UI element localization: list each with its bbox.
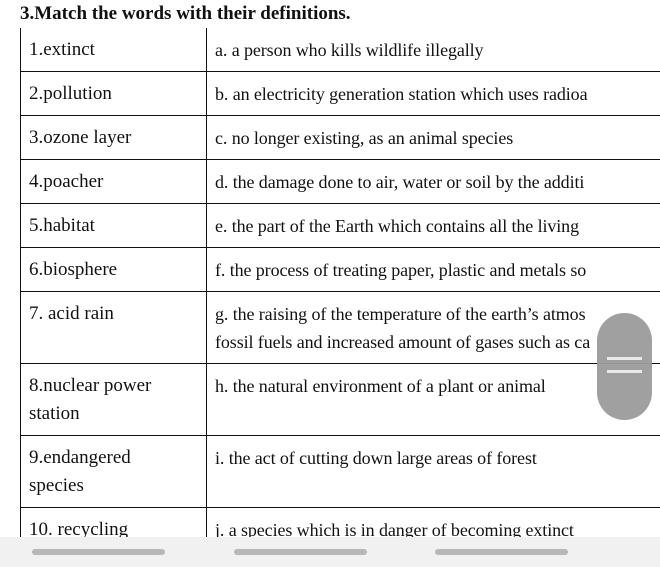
table-row: 9.endangered species i. the act of cutting…	[20, 436, 660, 508]
word-line: station	[29, 403, 80, 424]
table-row: 5.habitat e. the part of the Earth which …	[20, 204, 660, 248]
definition-cell: e. the part of the Earth which contains …	[215, 216, 579, 236]
word-cell: 3.ozone layer	[20, 116, 207, 159]
definition-cell: h. the natural environment of a plant or…	[215, 376, 546, 396]
table-row: 1.extinct a. a person who kills wildlife …	[20, 28, 660, 72]
word-cell: 1.extinct	[20, 28, 207, 71]
definition-cell: i. the act of cutting down large areas o…	[215, 448, 537, 468]
page-indicator[interactable]	[32, 549, 165, 555]
word-cell: 2.pollution	[20, 72, 207, 115]
word-cell: 8.nuclear power station	[20, 364, 207, 435]
word-cell: 10. recycling	[20, 508, 207, 551]
word-cell: 4.poacher	[20, 160, 207, 203]
page-indicator[interactable]	[234, 549, 367, 555]
definition-line: fossil fuels and increased amount of gas…	[215, 332, 591, 352]
word-line: 9.endangered	[29, 447, 131, 468]
definition-cell: d. the damage done to air, water or soil…	[215, 172, 585, 192]
word-cell: 7. acid rain	[20, 292, 207, 363]
exercise-title: 3.Match the words with their definitions…	[20, 3, 351, 24]
definition-cell: a. a person who kills wildlife illegally	[215, 40, 484, 60]
table-row: 2.pollution b. an electricity generation …	[20, 72, 660, 116]
definition-cell: j. a species which is in danger of becom…	[215, 520, 574, 540]
definition-cell: f. the process of treating paper, plasti…	[215, 260, 587, 280]
table-row: 7. acid rain g. the raising of the temper…	[20, 292, 660, 364]
page-indicator[interactable]	[435, 549, 568, 555]
table-row: 3.ozone layer c. no longer existing, as a…	[20, 116, 660, 160]
word-line: species	[29, 475, 84, 496]
definition-cell: b. an electricity generation station whi…	[215, 84, 588, 104]
drag-handle-icon[interactable]	[597, 313, 652, 420]
definition-cell: c. no longer existing, as an animal spec…	[215, 128, 514, 148]
table-row: 6.biosphere f. the process of treating pa…	[20, 248, 660, 292]
word-cell: 5.habitat	[20, 204, 207, 247]
definition-line: g. the raising of the temperature of the…	[215, 304, 586, 324]
matching-table: 1.extinct a. a person who kills wildlife …	[20, 28, 660, 552]
word-line: 8.nuclear power	[29, 375, 152, 396]
word-cell: 6.biosphere	[20, 248, 207, 291]
table-row: 4.poacher d. the damage done to air, wate…	[20, 160, 660, 204]
bottom-navigation-bar	[0, 537, 660, 567]
word-cell: 9.endangered species	[20, 436, 207, 507]
definition-cell: g. the raising of the temperature of the…	[207, 292, 660, 363]
table-row: 8.nuclear power station h. the natural env…	[20, 364, 660, 436]
